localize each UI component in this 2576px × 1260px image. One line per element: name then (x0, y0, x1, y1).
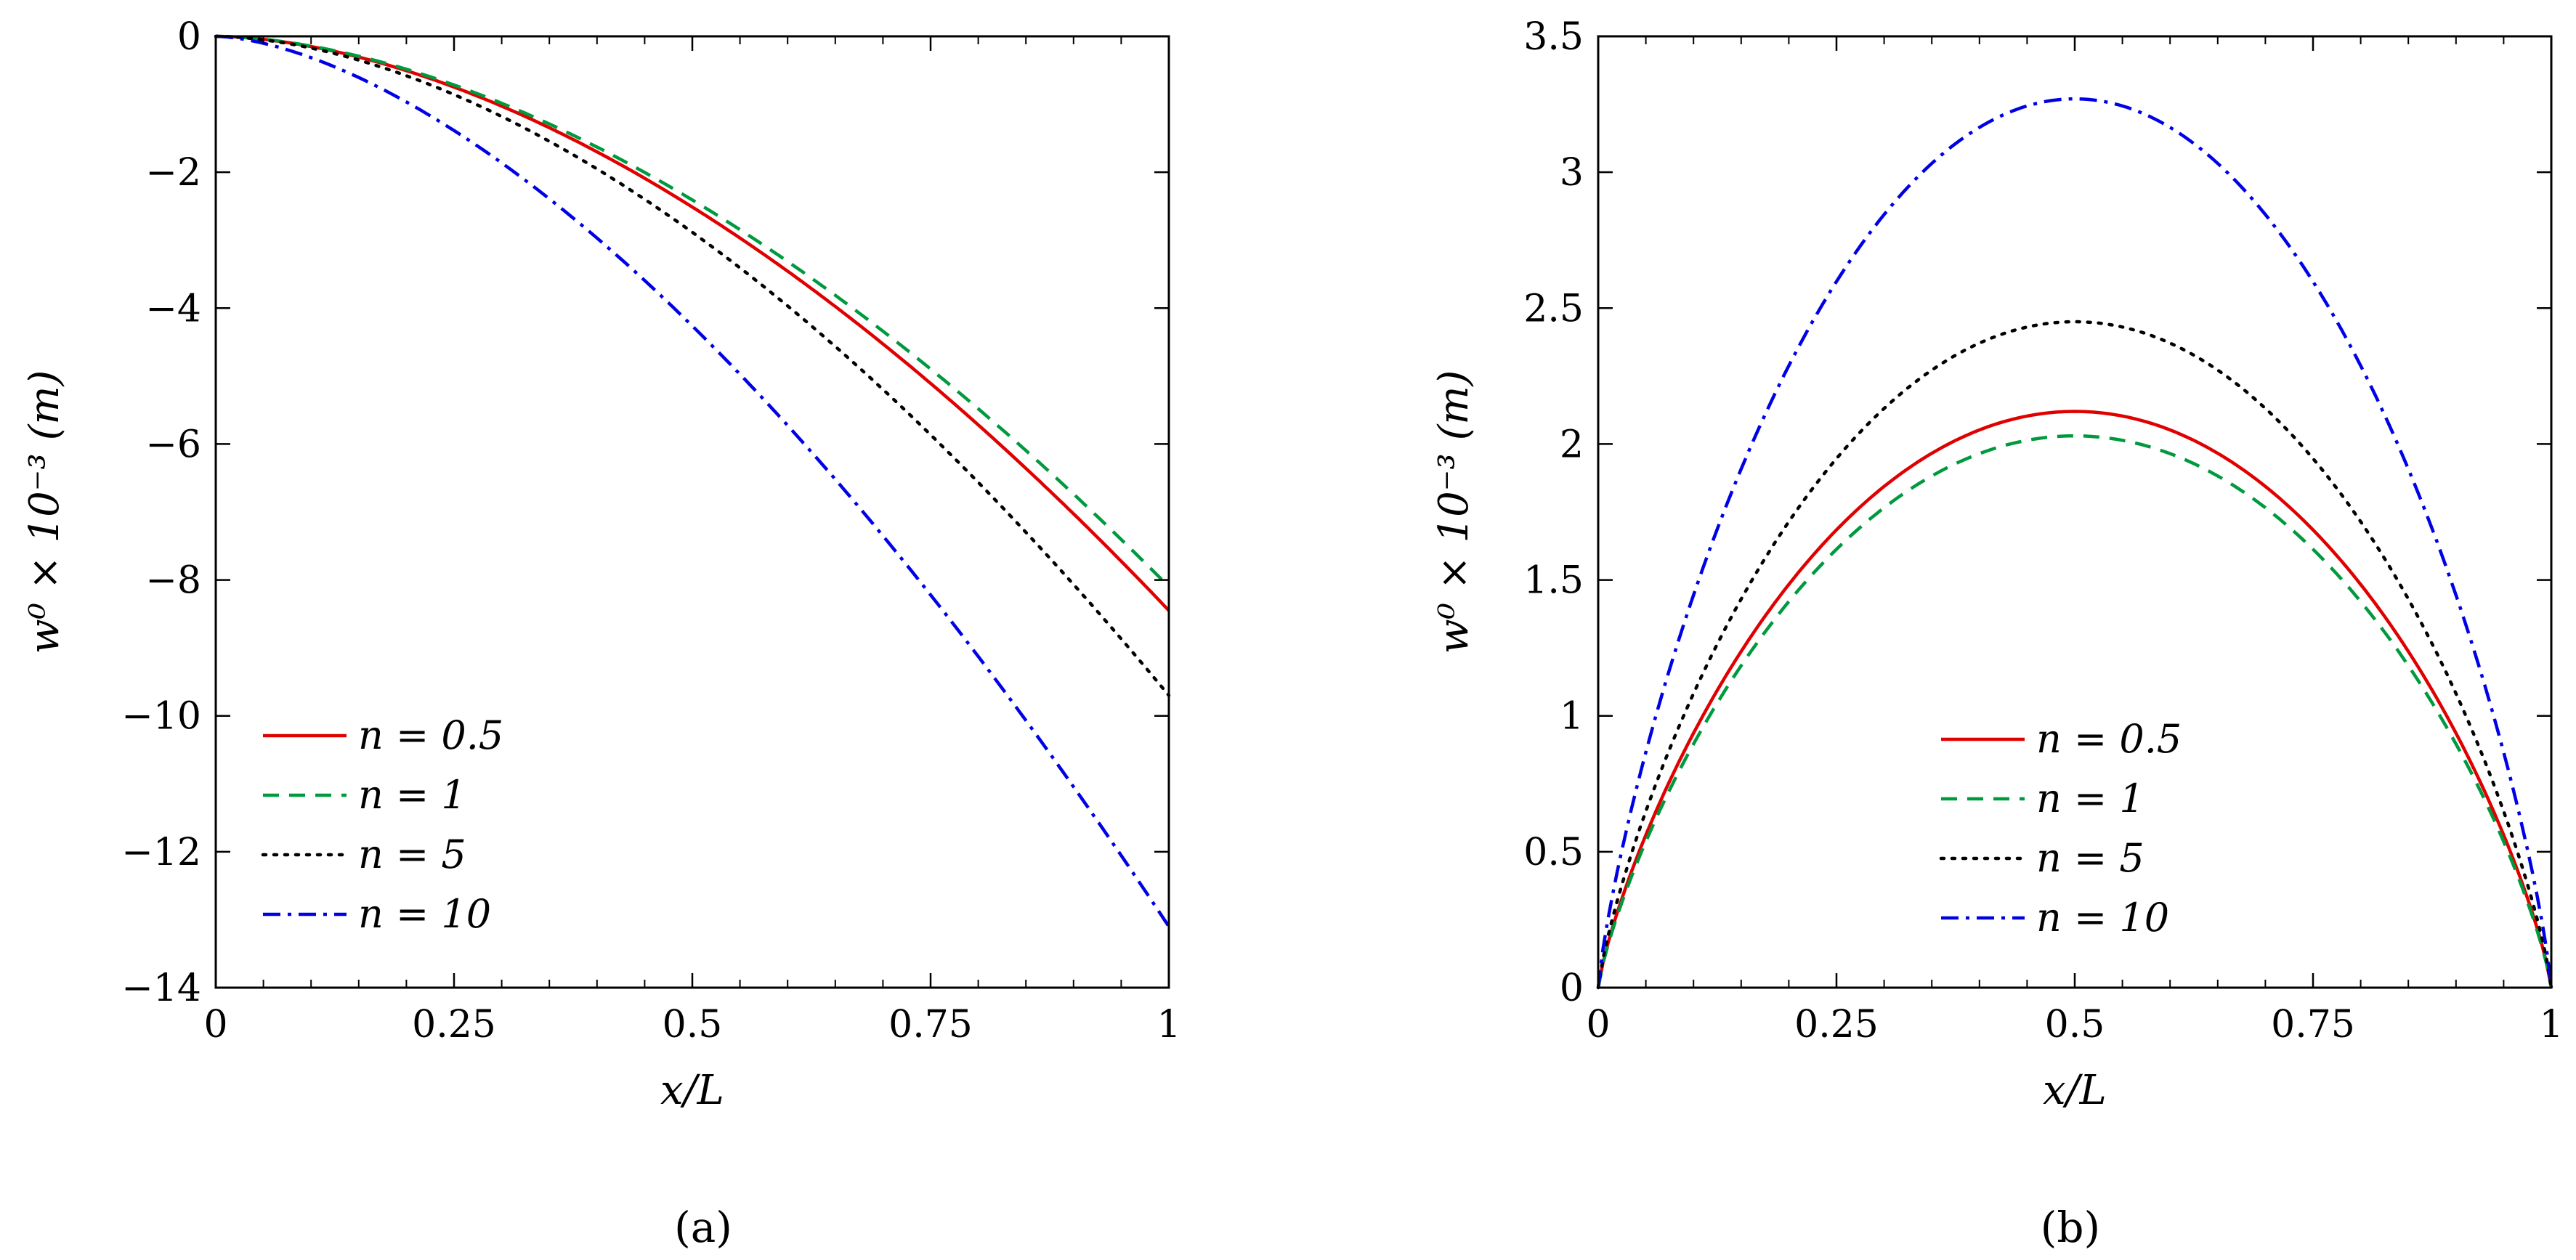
panel-b-legend-label-1: n = 0.5 (2036, 716, 2182, 762)
panel-a-plot-layer (214, 34, 1171, 928)
panel-a-legend-label-2: n = 1 (358, 772, 466, 818)
panel-a-series-line-3 (214, 34, 1171, 697)
panel-a-y-ticks: 0 −2 −4 −6 −8 −10 −12 −14 (121, 15, 1169, 1010)
panel-a-y-tick-label: −10 (121, 695, 201, 739)
panel-a-series-line-2 (215, 34, 1170, 588)
panel-a-y-tick-label: −12 (121, 831, 201, 874)
panel-a-series-line-1 (215, 34, 1170, 612)
panel-b-x-tick-label: 0 (1586, 1003, 1610, 1046)
panel-b-y-tick-label: 3.5 (1523, 15, 1584, 59)
panel-b-legend: n = 0.5 n = 1 n = 5 n = 10 (1939, 716, 2182, 940)
panel-a-x-tick-label: 0.25 (412, 1003, 496, 1046)
panel-a-series-line-4 (215, 34, 1170, 928)
panel-b-y-tick-label: 0.5 (1523, 831, 1584, 874)
panel-b-y-ticks: 0 0.5 1 1.5 2 2.5 3 3.5 (1523, 15, 2551, 1010)
panel-a-legend: n = 0.5 n = 1 n = 5 n = 10 (261, 712, 503, 937)
panel-a-legend-label-4: n = 10 (358, 891, 491, 937)
panel-a-y-tick-label: −14 (121, 967, 201, 1010)
chart-panel-b: 0 0.25 0.5 0.75 1 0 0.5 1 1.5 2 2.5 3 3.5 x/L w⁰ × … (1430, 15, 2564, 1252)
panel-b-series-line-3 (1596, 320, 2553, 990)
panel-b-y-axis-label: w⁰ × 10⁻³ (m) (1430, 370, 1478, 654)
panel-b-y-tick-label: 3 (1560, 151, 1584, 195)
panel-b-y-tick-label: 2.5 (1523, 287, 1584, 330)
panel-b-legend-label-4: n = 10 (2036, 895, 2169, 940)
panel-a-caption: (a) (674, 1203, 732, 1252)
panel-b-y-tick-label: 0 (1560, 967, 1584, 1010)
panel-a-x-tick-label: 0.5 (663, 1003, 723, 1046)
panel-a-y-tick-label: −2 (145, 151, 201, 195)
panel-a-x-tick-label: 0 (203, 1003, 227, 1046)
panel-a-x-axis-label: x/L (660, 1067, 724, 1114)
panel-b-x-tick-label: 0.5 (2045, 1003, 2105, 1046)
panel-b-y-tick-label: 1 (1560, 695, 1584, 739)
panel-b-y-tick-label: 1.5 (1523, 559, 1584, 603)
panel-b-legend-label-2: n = 1 (2036, 776, 2144, 821)
panel-a-y-tick-label: −8 (145, 559, 201, 603)
panel-a-x-ticks: 0 0.25 0.5 0.75 1 (203, 36, 1181, 1046)
panel-a-x-tick-label: 1 (1157, 1003, 1180, 1046)
panel-b-series-line-4 (1596, 97, 2553, 988)
panel-b-y-tick-label: 2 (1560, 423, 1584, 466)
panel-a-legend-label-1: n = 0.5 (358, 712, 503, 758)
panel-a-y-axis-label: w⁰ × 10⁻³ (m) (21, 370, 68, 654)
panel-a-y-tick-label: −6 (145, 423, 201, 466)
panel-a-legend-label-3: n = 5 (358, 832, 466, 877)
panel-b-legend-label-3: n = 5 (2036, 835, 2144, 881)
chart-panel-a: 0 0.25 0.5 0.75 1 0 −2 −4 −6 −8 −10 −12 −14 x/L w⁰ … (21, 15, 1181, 1252)
panel-b-plot-layer (1596, 97, 2553, 990)
panel-b-x-tick-label: 1 (2539, 1003, 2563, 1046)
panel-b-caption: (b) (2041, 1203, 2100, 1252)
panel-a-y-tick-label: 0 (177, 15, 201, 59)
panel-b-x-ticks: 0 0.25 0.5 0.75 1 (1586, 36, 2564, 1046)
panel-a-y-tick-label: −4 (145, 287, 201, 330)
panel-b-x-tick-label: 0.75 (2271, 1003, 2355, 1046)
panel-a-x-tick-label: 0.75 (888, 1003, 973, 1046)
panel-b-x-tick-label: 0.25 (1794, 1003, 1879, 1046)
panel-b-x-axis-label: x/L (2043, 1067, 2107, 1114)
panel-b-series-line-1 (1596, 410, 2553, 988)
